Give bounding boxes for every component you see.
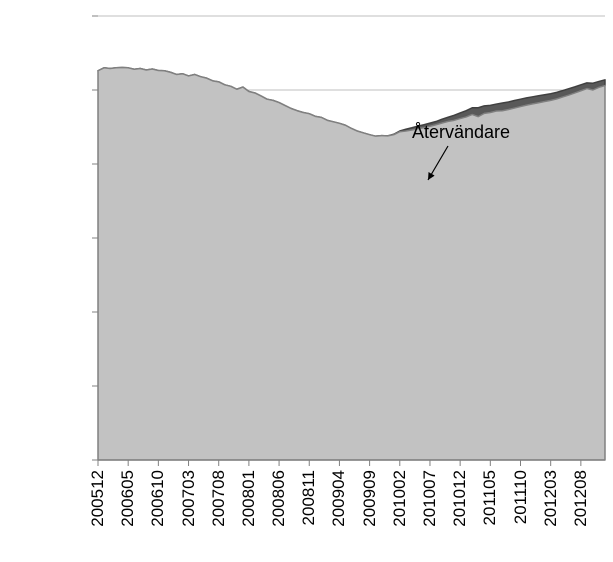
x-tick-label: 201110 (511, 470, 531, 524)
x-tick-label: 200811 (299, 470, 319, 525)
annotation-label: Återvändare (412, 122, 510, 143)
x-tick-label: 200806 (269, 470, 289, 527)
x-tick-label: 201208 (571, 470, 591, 527)
x-tick-label: 201105 (480, 470, 500, 525)
x-tick-label: 201012 (450, 470, 470, 527)
x-tick-label: 200512 (88, 470, 108, 527)
x-tick-label: 200904 (329, 470, 349, 527)
area-chart: 050000100000150000200000250000300000 200… (0, 0, 613, 562)
x-tick-label: 200605 (118, 470, 138, 527)
x-tick-label: 200708 (209, 470, 229, 527)
x-tick-label: 201002 (390, 470, 410, 527)
x-tick-label: 200610 (148, 470, 168, 527)
x-tick-label: 201203 (541, 470, 561, 527)
x-tick-label: 200801 (239, 470, 259, 527)
x-tick-label: 201007 (420, 470, 440, 527)
x-tick-label: 200703 (179, 470, 199, 527)
x-tick-label: 200909 (360, 470, 380, 527)
